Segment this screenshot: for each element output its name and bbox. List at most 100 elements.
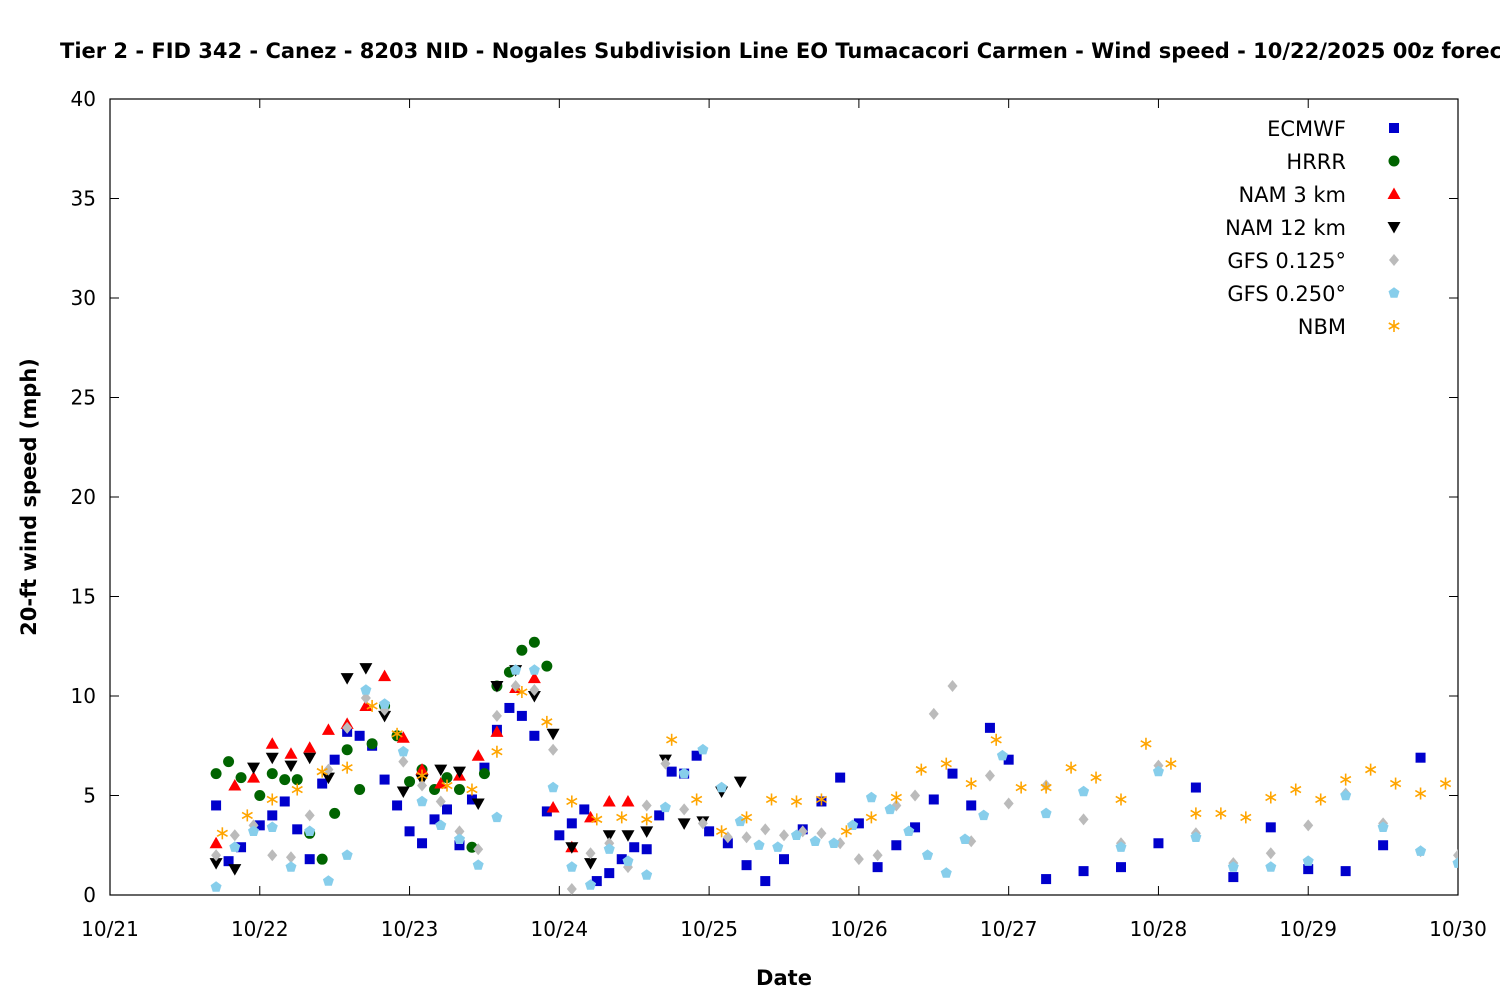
data-point-ecmwf [354, 730, 365, 741]
data-point-nbm [940, 757, 952, 770]
x-axis: 10/21 10/22 10/23 10/24 10/25 10/26 10/27 10/28… [81, 99, 1487, 941]
data-point-gfs-0-250 [791, 829, 802, 840]
data-point-gfs-0-250 [1452, 857, 1458, 868]
data-point-gfs-0-250 [397, 745, 409, 757]
data-point-gfs-0-125 [566, 883, 577, 895]
data-point-gfs-0-250 [528, 664, 540, 675]
data-point-nbm [291, 783, 303, 796]
data-point-nam-12-km [359, 663, 373, 675]
data-point-ecmwf [1003, 754, 1014, 765]
data-point-gfs-0-250 [1190, 831, 1202, 842]
legend-label-hrrr: HRRR [1286, 150, 1346, 174]
data-point-nam-3-km [228, 779, 242, 791]
data-point-gfs-0-250 [248, 825, 260, 836]
y-tick-label: 15 [71, 585, 96, 609]
data-point-gfs-0-250 [1265, 861, 1277, 872]
data-point-nam-3-km [527, 671, 541, 684]
y-axis: 0 5 10 15 20 25 30 35 40 [71, 87, 1458, 907]
data-point-gfs-0-250 [1302, 855, 1314, 866]
data-point-nbm [1439, 777, 1452, 790]
legend-marker-hrrr [1388, 155, 1400, 167]
data-point-gfs-0-250 [1152, 765, 1164, 777]
data-point-gfs-0-250 [510, 664, 522, 675]
data-point-ecmwf [279, 796, 290, 807]
data-point-nam-3-km [584, 810, 598, 823]
data-point-hrrr [266, 768, 278, 780]
data-point-ecmwf [554, 830, 565, 841]
data-point-nam-3-km [396, 731, 410, 743]
data-point-gfs-0-250 [266, 821, 278, 832]
data-point-gfs-0-250 [828, 837, 840, 848]
data-point-ecmwf [591, 876, 602, 887]
data-point-nam-3-km [602, 794, 616, 807]
data-point-nam-12-km [284, 760, 298, 773]
data-point-nam-3-km [621, 794, 635, 807]
data-point-gfs-0-125 [1265, 847, 1276, 860]
data-point-nbm [865, 811, 877, 824]
data-point-gfs-0-250 [341, 849, 353, 860]
data-point-ecmwf [984, 722, 995, 733]
data-point-nbm [416, 769, 428, 782]
data-point-gfs-0-250 [940, 867, 952, 878]
data-point-nbm [216, 827, 228, 840]
data-point-ecmwf [223, 856, 234, 867]
data-point-hrrr [329, 807, 341, 819]
data-point-ecmwf [566, 818, 577, 829]
data-point-nam-12-km [303, 752, 317, 765]
data-point-gfs-0-250 [210, 881, 222, 892]
data-point-ecmwf [779, 854, 789, 865]
data-point-nam-12-km [621, 830, 635, 842]
data-point-nam-12-km [265, 752, 279, 765]
data-point-nam-3-km [321, 723, 335, 735]
legend-marker-nam-3-km [1387, 187, 1401, 199]
data-point-nbm [566, 795, 578, 808]
data-point-hrrr [441, 772, 453, 784]
data-point-nam-3-km [378, 669, 392, 682]
data-point-nbm [990, 733, 1002, 746]
data-point-ecmwf [691, 750, 702, 761]
data-point-hrrr [223, 756, 235, 768]
series-nbm [216, 686, 1452, 840]
series-gfs-0-125 [211, 680, 1458, 895]
data-point-hrrr [478, 768, 490, 780]
data-point-nbm [1140, 737, 1152, 750]
data-point-ecmwf [379, 774, 390, 785]
legend-label-nam-12-km: NAM 12 km [1225, 216, 1346, 240]
legend-marker-gfs-0-125 [1389, 254, 1399, 266]
data-point-hrrr [316, 853, 328, 865]
y-tick-label: 35 [71, 187, 96, 211]
data-point-gfs-0-125 [853, 853, 864, 866]
data-point-nbm [815, 793, 828, 806]
data-point-gfs-0-125 [585, 847, 596, 860]
data-point-nam-3-km [284, 747, 298, 759]
data-point-gfs-0-250 [772, 841, 784, 852]
data-point-gfs-0-250 [734, 815, 746, 827]
y-tick-label: 25 [71, 386, 96, 410]
x-tick-label: 10/22 [231, 917, 289, 941]
data-point-nbm [616, 811, 628, 824]
data-point-gfs-0-250 [1115, 841, 1127, 852]
data-point-ecmwf [966, 800, 977, 811]
x-tick-label: 10/28 [1130, 917, 1188, 941]
data-point-ecmwf [292, 824, 303, 835]
data-point-nbm [1165, 757, 1177, 770]
y-tick-label: 40 [71, 87, 96, 111]
data-point-hrrr [341, 744, 353, 756]
data-point-gfs-0-125 [529, 684, 540, 697]
data-point-nam-12-km [340, 673, 354, 685]
data-point-nam-12-km [546, 728, 560, 741]
data-point-gfs-0-125 [679, 803, 690, 816]
data-point-ecmwf [236, 842, 247, 853]
data-point-nbm [1240, 811, 1252, 824]
data-point-gfs-0-125 [267, 849, 278, 862]
data-point-nbm [740, 811, 753, 824]
data-point-nbm [1340, 773, 1352, 786]
legend-label-gfs-0-125: GFS 0.125° [1227, 249, 1346, 273]
data-point-nam-3-km [490, 725, 504, 737]
data-point-gfs-0-250 [641, 869, 653, 880]
data-point-gfs-0-250 [903, 825, 915, 836]
data-point-gfs-0-125 [417, 779, 428, 792]
data-point-gfs-0-250 [1078, 785, 1090, 797]
